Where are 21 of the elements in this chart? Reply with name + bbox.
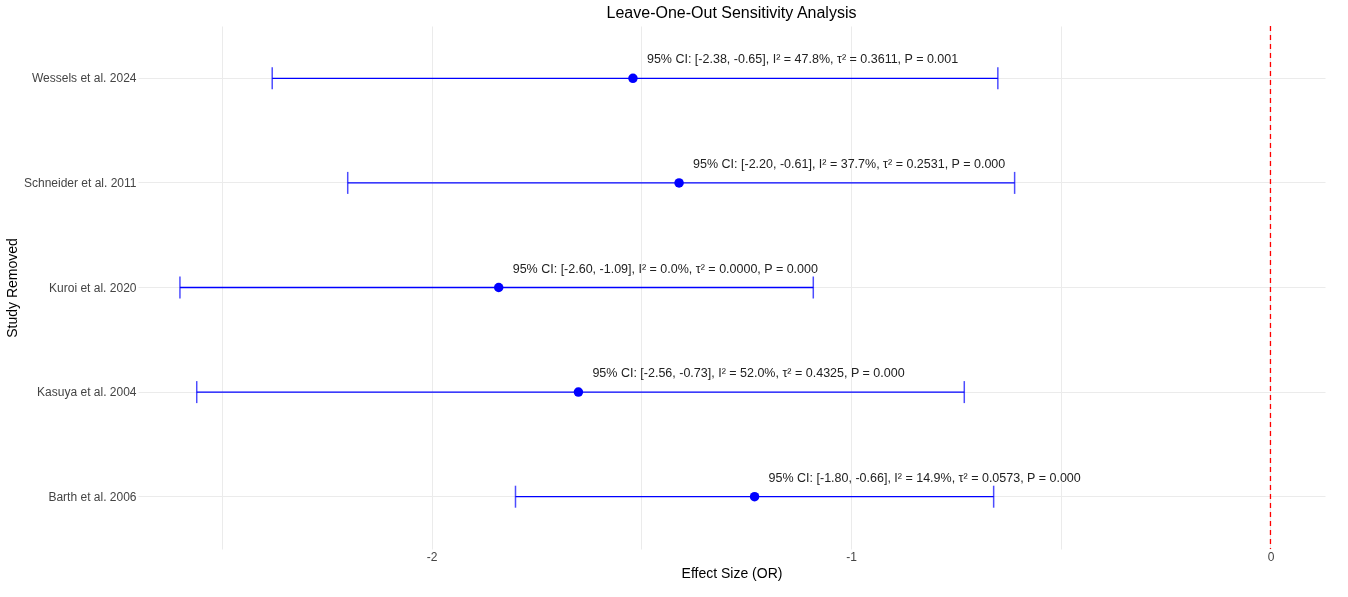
y-tick-label: Wessels et al. 2024	[31, 71, 137, 86]
y-axis-title: Study Removed	[3, 238, 20, 338]
annotation: 95% CI: [-2.56, -0.73], I² = 52.0%, τ² = 0.4325, P = 0.000	[592, 366, 905, 381]
point	[674, 178, 684, 188]
point	[749, 491, 760, 502]
x-tick-label: 0	[1267, 549, 1275, 564]
point	[493, 282, 504, 293]
y-tick-label: Barth et al. 2006	[48, 489, 137, 504]
point	[628, 73, 638, 84]
annotation: 95% CI: [-2.60, -1.09], I² = 0.0%, τ² = 0.0000, P = 0.000	[512, 261, 818, 276]
x-tick-label: -1	[846, 549, 858, 564]
x-axis-title: Effect Size (OR)	[681, 564, 783, 581]
annotation: 95% CI: [-2.20, -0.61], I² = 37.7%, τ² = 0.2531, P = 0.000	[693, 156, 1006, 171]
point	[573, 387, 584, 397]
y-tick-label: Kuroi et al. 2020	[49, 280, 137, 295]
chart-title: Leave-One-Out Sensitivity Analysis	[606, 4, 857, 22]
annotation: 95% CI: [-1.80, -0.66], I² = 14.9%, τ² = 0.0573, P = 0.000	[768, 470, 1081, 485]
y-tick-label: Schneider et al. 2011	[23, 175, 137, 190]
y-tick-label: Kasuya et al. 2004	[37, 385, 137, 400]
x-tick-label: -2	[426, 549, 438, 564]
annotation: 95% CI: [-2.38, -0.65], I² = 47.8%, τ² = 0.3611, P = 0.001	[646, 52, 959, 67]
